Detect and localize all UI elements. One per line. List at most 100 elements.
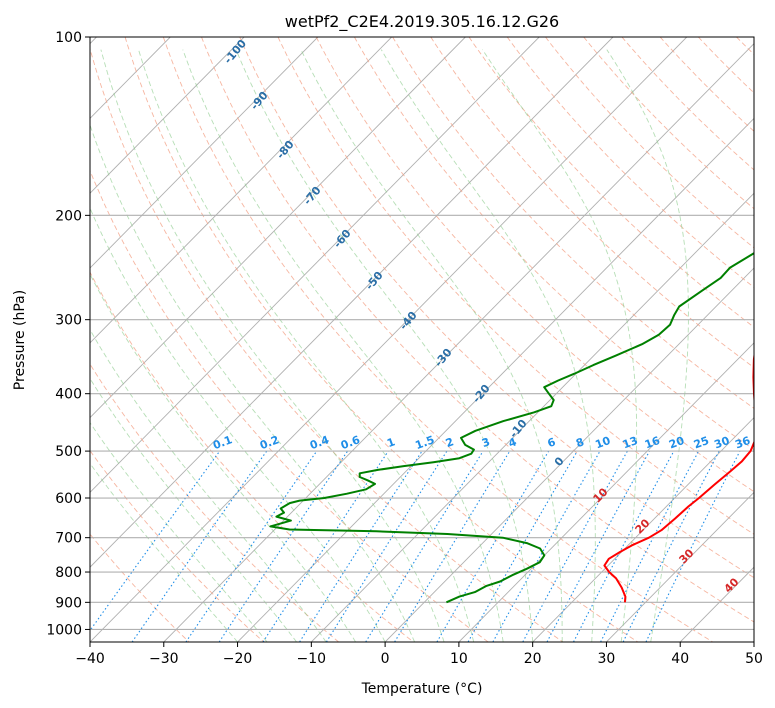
mixing-ratio-line <box>90 450 221 632</box>
line-label: 4 <box>507 435 519 450</box>
dry-adiabat-line <box>583 37 754 210</box>
moist-adiabat-line <box>482 49 638 642</box>
isotherm-line <box>163 42 754 642</box>
isobar-gridlines <box>90 37 754 630</box>
moist-adiabat-line <box>606 49 689 642</box>
dry-adiabat-line <box>90 363 339 642</box>
mixing-ratio-line <box>492 450 601 642</box>
line-label: -80 <box>274 138 297 162</box>
x-tick-label: 30 <box>598 651 616 667</box>
line-label: 40 <box>722 575 742 595</box>
isotherm-line <box>237 117 754 642</box>
y-tick-label: 200 <box>55 208 82 224</box>
isotherm-line <box>679 566 754 642</box>
line-label: 36 <box>733 434 752 452</box>
mixing-ratio-line <box>522 450 628 642</box>
y-tick-label: 800 <box>55 565 82 581</box>
line-label: 25 <box>692 434 711 451</box>
line-label: -40 <box>397 309 420 333</box>
line-label: 1 <box>385 435 397 450</box>
mixing-ratio-line <box>262 450 389 642</box>
line-label: -20 <box>470 382 493 406</box>
moist-adiabat-line <box>90 206 386 642</box>
mixing-ratio-line <box>131 450 268 642</box>
isotherm-line <box>90 37 614 568</box>
line-label: 30 <box>677 546 697 566</box>
plot-area: -100-90-80-70-60-50-40-30-20-1000.1 0.2 0.… <box>90 37 754 642</box>
dry-adiabat-line <box>315 37 754 493</box>
y-tick-label: 700 <box>55 531 82 547</box>
line-label: 0.1 <box>211 433 234 452</box>
dry-adiabat-line <box>354 37 754 451</box>
mixing-ratio-line <box>185 450 318 642</box>
line-label: 0.2 <box>258 433 281 452</box>
moist-adiabat-line <box>90 328 327 642</box>
line-label: 1.5 <box>413 433 436 452</box>
isotherm-line <box>90 37 688 642</box>
x-axis-label: Temperature (°C) <box>361 681 483 697</box>
mixing-ratio-line <box>394 450 511 642</box>
moist-adiabat-line <box>90 377 297 642</box>
x-tick-label: −30 <box>149 651 179 667</box>
isotherm-line <box>384 267 754 642</box>
dry-adiabat-line <box>90 271 414 642</box>
isotherm-line <box>458 342 754 642</box>
dry-adiabat-line <box>697 37 754 94</box>
dry-adiabat-line <box>736 37 754 56</box>
isotherm-line <box>606 491 754 642</box>
dry-adiabat-line <box>621 37 754 171</box>
line-label: 3 <box>480 435 492 450</box>
dry-adiabat-line <box>506 37 754 288</box>
dry-adiabat-line <box>90 449 265 642</box>
sounding-series <box>269 251 754 604</box>
moist-adiabat-line <box>182 49 504 642</box>
sounding-series-line <box>603 351 754 603</box>
moist-adiabat-line <box>90 421 268 642</box>
moist-adiabat-line <box>90 123 416 642</box>
x-tick-label: 0 <box>381 651 390 667</box>
mixing-ratio-line <box>645 450 741 642</box>
y-axis: 100 200 300 400 500 600 700 800 900 1000 <box>46 30 90 638</box>
isotherm-line <box>90 37 245 194</box>
background-lines <box>90 37 754 642</box>
line-label: 20 <box>667 434 686 452</box>
y-tick-label: 1000 <box>46 622 82 638</box>
isotherm-line <box>90 37 393 344</box>
y-tick-label: 100 <box>55 30 82 46</box>
y-tick-label: 600 <box>55 491 82 507</box>
mixing-ratio-line <box>436 450 550 642</box>
isotherm-line <box>90 37 540 494</box>
line-label: -90 <box>248 89 271 113</box>
mixing-ratio-line <box>218 450 349 642</box>
line-label: 0 <box>552 454 567 468</box>
moist-adiabat-line <box>138 49 475 642</box>
mixing-ratio-line <box>622 450 720 642</box>
plot-frame <box>89 36 755 643</box>
isotherm-line <box>532 416 754 642</box>
y-tick-label: 500 <box>55 444 82 460</box>
x-axis: −40 −30 −20 −10 0 10 20 30 40 50 <box>75 642 763 667</box>
line-label: -50 <box>363 269 386 293</box>
isotherm-line <box>310 192 754 642</box>
moist-adiabat-line <box>380 49 596 642</box>
line-label: 30 <box>712 434 731 452</box>
moist-adiabat-line <box>90 462 238 642</box>
mixing-ratio-line <box>573 450 675 642</box>
line-label: 2 <box>444 435 456 450</box>
line-label: 8 <box>574 435 586 450</box>
mixing-ratio-line <box>299 450 423 642</box>
line-label: 6 <box>546 435 558 450</box>
x-tick-label: −40 <box>75 651 105 667</box>
dry-adiabat-line <box>201 37 754 623</box>
dry-adiabat-line <box>545 37 754 249</box>
mixing-ratio-line <box>600 450 700 642</box>
mixing-ratio-line <box>365 450 484 642</box>
mixing-ratio-line <box>546 450 651 642</box>
moist-adiabat-line <box>90 273 356 642</box>
line-label: -70 <box>301 184 324 208</box>
dry-adiabat-line <box>430 37 754 369</box>
y-tick-label: 300 <box>55 313 82 329</box>
dry-adiabat-line <box>277 37 754 535</box>
moist-adiabat-line <box>300 49 563 642</box>
